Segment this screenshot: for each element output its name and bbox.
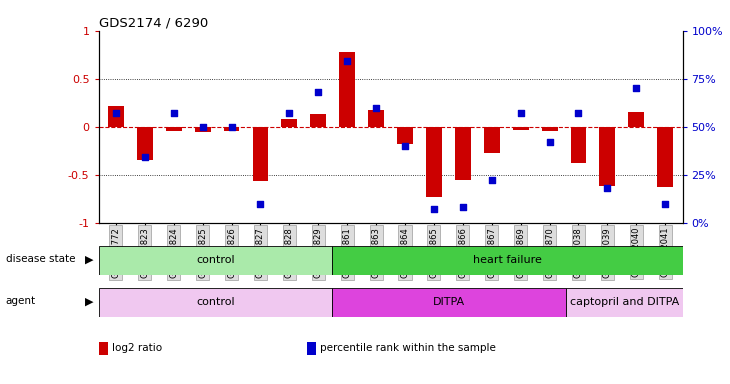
Bar: [629, 113, 645, 127]
Bar: [542, 127, 558, 131]
Point: [139, 154, 150, 161]
Point: [572, 110, 584, 116]
Text: disease state: disease state: [6, 254, 75, 264]
Bar: [397, 127, 413, 144]
Point: [283, 110, 295, 116]
Text: control: control: [196, 255, 234, 265]
Point: [255, 200, 266, 207]
Point: [312, 89, 324, 95]
Point: [515, 110, 526, 116]
Text: agent: agent: [6, 296, 36, 306]
Point: [370, 104, 382, 111]
Text: captopril and DITPA: captopril and DITPA: [569, 297, 679, 308]
Bar: [137, 127, 153, 161]
Bar: [566, 288, 683, 317]
Point: [659, 200, 671, 207]
Point: [631, 85, 642, 91]
Point: [544, 139, 556, 145]
Bar: [253, 127, 269, 182]
Bar: [657, 127, 673, 187]
Bar: [99, 288, 332, 317]
Bar: [332, 288, 566, 317]
Bar: [368, 111, 384, 127]
Point: [486, 177, 498, 184]
Bar: [339, 52, 355, 127]
Point: [197, 124, 209, 130]
Point: [457, 204, 469, 210]
Point: [168, 110, 180, 116]
Bar: [99, 246, 332, 275]
Point: [602, 185, 613, 191]
Bar: [599, 127, 615, 186]
Text: ▶: ▶: [85, 296, 93, 306]
Point: [399, 143, 411, 149]
Bar: [223, 127, 239, 131]
Point: [226, 124, 237, 130]
Bar: [332, 246, 683, 275]
Bar: [310, 114, 326, 127]
Bar: [426, 127, 442, 197]
Bar: [484, 127, 500, 153]
Bar: [512, 127, 529, 130]
Text: GDS2174 / 6290: GDS2174 / 6290: [99, 17, 208, 30]
Text: DITPA: DITPA: [433, 297, 465, 308]
Bar: [166, 127, 182, 131]
Bar: [195, 127, 210, 132]
Point: [428, 206, 439, 212]
Point: [342, 58, 353, 65]
Text: percentile rank within the sample: percentile rank within the sample: [320, 343, 496, 353]
Bar: [281, 119, 297, 127]
Text: log2 ratio: log2 ratio: [112, 343, 162, 353]
Bar: [571, 127, 586, 163]
Text: ▶: ▶: [85, 254, 93, 264]
Point: [110, 110, 122, 116]
Text: heart failure: heart failure: [473, 255, 542, 265]
Bar: [455, 127, 471, 180]
Text: control: control: [196, 297, 234, 308]
Bar: [108, 106, 124, 127]
